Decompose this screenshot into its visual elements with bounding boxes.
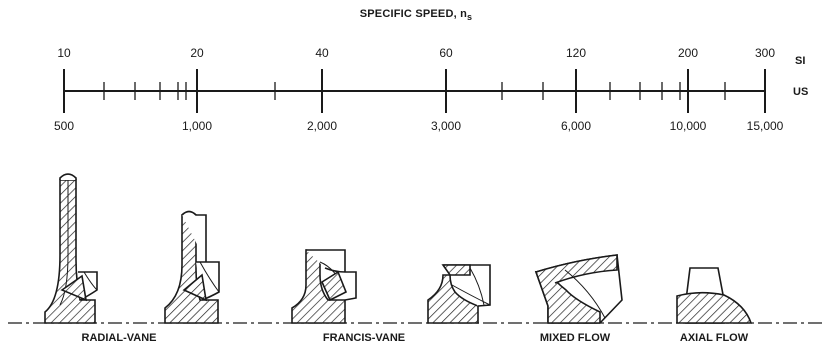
francis-vane-impeller-narrow xyxy=(291,249,357,324)
si-tick-label: 20 xyxy=(190,46,204,60)
us-tick-label: 1,000 xyxy=(181,119,213,133)
us-tick-label: 6,000 xyxy=(560,119,592,133)
si-tick-label: 40 xyxy=(315,46,329,60)
si-tick-label: 300 xyxy=(754,46,776,60)
mixed-flow-impeller xyxy=(534,254,623,324)
us-tick-label: 15,000 xyxy=(746,119,784,133)
speed-scale-axis xyxy=(63,69,766,113)
caption-francis-vane: FRANCIS-VANE xyxy=(322,332,406,344)
si-unit-label: SI xyxy=(795,55,806,67)
radial-vane-impeller-narrow xyxy=(44,173,98,324)
caption-radial-vane: RADIAL-VANE xyxy=(81,332,157,344)
us-unit-label: US xyxy=(793,86,809,98)
si-tick-label: 120 xyxy=(565,46,587,60)
us-tick-label: 500 xyxy=(53,119,75,133)
us-tick-label: 3,000 xyxy=(430,119,462,133)
caption-axial-flow: AXIAL FLOW xyxy=(679,332,749,344)
francis-vane-impeller-wide xyxy=(427,264,491,324)
us-tick-label: 10,000 xyxy=(669,119,707,133)
diagram-title: SPECIFIC SPEED, ns xyxy=(359,8,473,23)
si-tick-label: 60 xyxy=(439,46,453,60)
radial-vane-impeller-wide xyxy=(164,210,220,324)
si-tick-label: 10 xyxy=(57,46,71,60)
si-tick-label: 200 xyxy=(677,46,699,60)
us-tick-label: 2,000 xyxy=(306,119,338,133)
caption-mixed-flow: MIXED FLOW xyxy=(539,332,611,344)
axial-flow-impeller xyxy=(676,267,753,324)
